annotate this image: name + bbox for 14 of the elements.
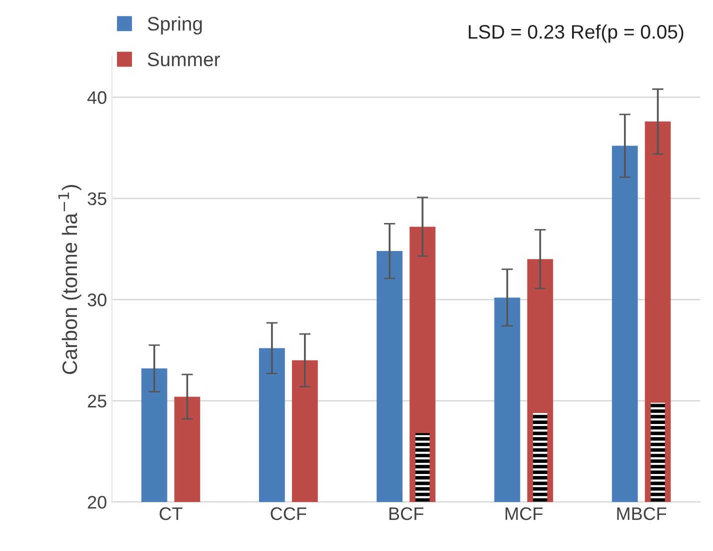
y-tick-label: 25 bbox=[88, 394, 106, 408]
y-axis-title: Carbon (tonne ha$^{−1}$) bbox=[58, 185, 82, 374]
x-tick-label: CCF bbox=[270, 507, 306, 520]
y-tick-label: 35 bbox=[88, 192, 106, 206]
y-tick-label: 30 bbox=[88, 294, 106, 306]
x-tick-label: MCF bbox=[506, 507, 543, 520]
y-tick-label: 20 bbox=[88, 496, 106, 509]
text: LSD = 0.23 Ref(p = 0.05) bbox=[468, 24, 684, 43]
x-tick-label: CT bbox=[160, 507, 182, 520]
x-tick-label: BCF bbox=[389, 507, 424, 520]
y-tick-label: 40 bbox=[87, 91, 106, 104]
legend-label: Spring bbox=[148, 16, 202, 34]
legend-label: Summer bbox=[148, 52, 220, 66]
x-tick-label: MBCF bbox=[617, 507, 666, 520]
